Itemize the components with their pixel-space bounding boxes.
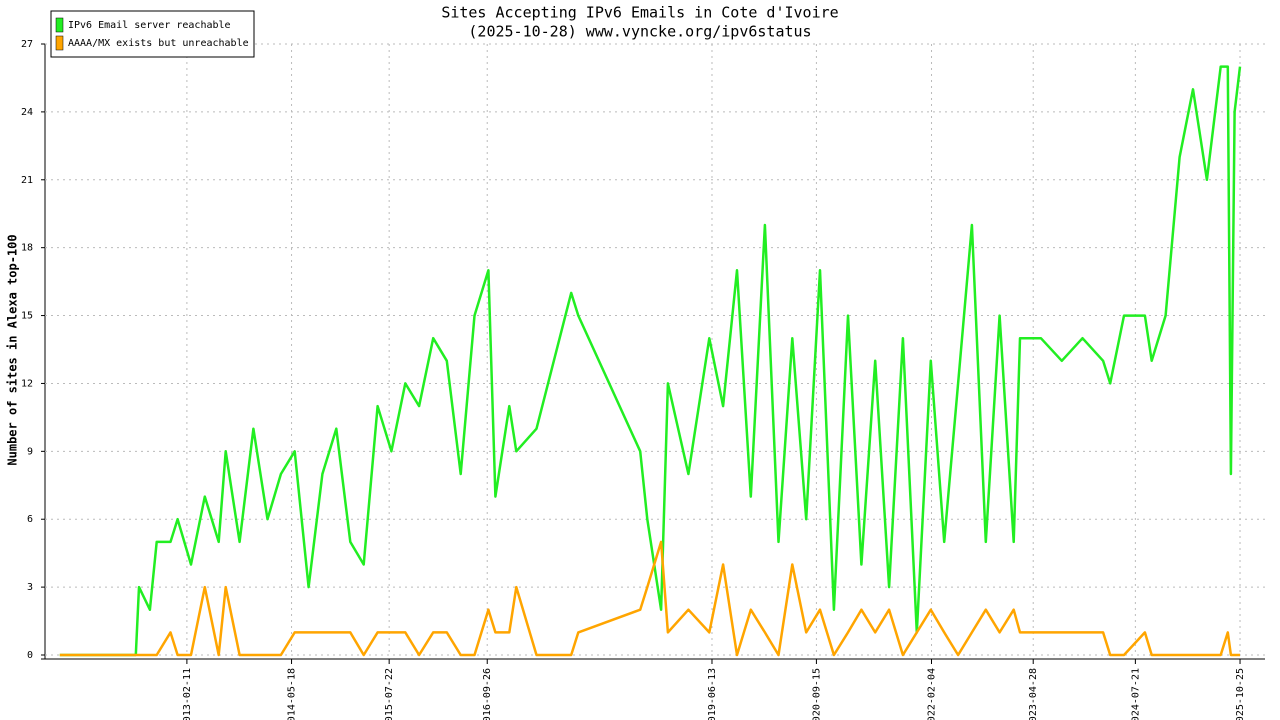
x-tick-label: 2025-10-25	[1235, 668, 1246, 720]
x-tick-label: 2023-04-28	[1028, 668, 1039, 720]
legend-label: IPv6 Email server reachable	[68, 20, 231, 31]
y-tick-label: 21	[21, 175, 33, 186]
x-tick-label: 2016-09-26	[482, 668, 493, 720]
y-tick-label: 0	[27, 650, 33, 661]
y-tick-label: 24	[21, 107, 33, 118]
y-axis-label: Number of sites in Alexa top-100	[6, 234, 20, 465]
series-line	[59, 65, 1242, 657]
legend-label: AAAA/MX exists but unreachable	[68, 38, 249, 49]
chart-title: Sites Accepting IPv6 Emails in Cote d'Iv…	[441, 4, 838, 22]
y-tick-label: 9	[27, 446, 33, 457]
legend-swatch	[55, 17, 64, 33]
y-tick-label: 3	[27, 582, 33, 593]
series-line	[59, 540, 1240, 657]
y-tick-label: 6	[27, 514, 33, 525]
legend-swatch	[55, 35, 64, 51]
y-tick-label: 15	[21, 311, 33, 322]
x-tick-label: 2020-09-15	[811, 668, 822, 720]
x-tick-label: 2015-07-22	[384, 668, 395, 720]
y-tick-label: 27	[21, 39, 33, 50]
x-tick-label: 2019-06-13	[707, 668, 718, 720]
x-tick-label: 2014-05-18	[287, 668, 298, 720]
x-tick-label: 2022-02-04	[927, 668, 938, 720]
x-tick-label: 2024-07-21	[1130, 668, 1141, 720]
y-tick-label: 12	[21, 378, 33, 389]
legend-box	[50, 10, 255, 58]
y-tick-label: 18	[21, 243, 33, 254]
chart-subtitle: (2025-10-28) www.vyncke.org/ipv6status	[468, 23, 811, 41]
x-tick-label: 2013-02-11	[182, 668, 193, 720]
